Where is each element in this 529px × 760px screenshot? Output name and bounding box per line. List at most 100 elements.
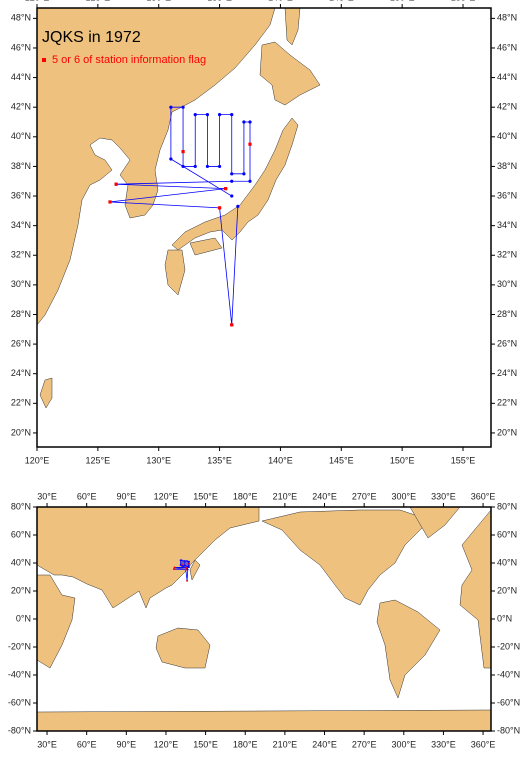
x-tick-label: 155°E	[451, 455, 476, 465]
x-tick-label: 360°E	[471, 739, 496, 749]
station	[230, 113, 234, 117]
y-tick-label: 0°N	[497, 613, 512, 623]
station	[205, 164, 210, 169]
x-tick-label: 120°E	[25, 455, 50, 465]
x-tick-label: 180°E	[233, 739, 258, 749]
flagged-station	[186, 579, 188, 582]
flagged-station	[173, 566, 176, 569]
regional-land	[37, 8, 321, 409]
x-tick-label: 240°E	[312, 739, 337, 749]
station	[182, 565, 184, 567]
y-tick-label: 34°N	[11, 220, 31, 230]
map-frame	[36, 7, 492, 448]
station	[179, 564, 182, 566]
y-tick-label: 0°N	[16, 613, 31, 623]
y-tick-label: 22°N	[11, 398, 31, 408]
x-tick-label: 210°E	[273, 491, 298, 501]
x-tick-label: 130°E	[146, 455, 171, 465]
flagged-station	[217, 206, 222, 210]
x-tick-label: 180°E	[233, 491, 258, 501]
station	[181, 559, 183, 561]
y-tick-label: 46°N	[497, 42, 517, 52]
y-tick-label: 32°N	[497, 250, 517, 260]
x-tick-label: 240°E	[312, 491, 337, 501]
y-tick-label: 44°N	[497, 72, 517, 82]
flagged-station	[108, 200, 112, 204]
station	[217, 164, 222, 169]
y-tick-label: 40°N	[11, 557, 31, 567]
legend-swatch	[42, 58, 46, 62]
station	[230, 194, 234, 198]
x-tick-label: 300°E	[391, 491, 416, 501]
x-tick-label: 135°E	[207, 455, 232, 465]
x-tick-label: 150°E	[390, 455, 415, 465]
y-tick-label: 26°N	[11, 338, 31, 348]
station	[183, 560, 186, 562]
y-tick-label: 32°N	[11, 250, 31, 260]
y-tick-label: 38°N	[497, 161, 517, 171]
station	[169, 105, 173, 109]
world-land	[37, 507, 491, 731]
y-tick-label: -60°N	[497, 697, 520, 707]
station	[242, 172, 246, 176]
x-tick-label: 270°E	[352, 739, 377, 749]
station	[181, 105, 185, 109]
x-tick-label: 60°E	[77, 739, 97, 749]
y-tick-label: -80°N	[8, 725, 31, 735]
x-tick-label: 120°E	[154, 491, 179, 501]
cruise-track	[109, 106, 251, 325]
station	[230, 172, 234, 176]
x-tick-label: 130°E	[146, 0, 171, 2]
x-tick-label: 125°E	[86, 455, 111, 465]
flagged-station	[224, 187, 228, 191]
y-tick-label: 30°N	[11, 279, 31, 289]
x-tick-label: 120°E	[154, 739, 179, 749]
y-tick-label: 40°N	[497, 131, 517, 141]
x-tick-label: 145°E	[329, 0, 354, 2]
flagged-station	[181, 150, 185, 154]
station	[169, 157, 173, 161]
y-tick-label: 20°N	[11, 585, 31, 595]
x-tick-label: 135°E	[207, 0, 232, 2]
x-tick-label: 150°E	[193, 491, 218, 501]
flagged-station	[185, 567, 188, 569]
y-tick-label: -40°N	[8, 669, 31, 679]
x-tick-label: 360°E	[471, 491, 496, 501]
y-tick-label: 36°N	[11, 190, 31, 200]
x-tick-label: 30°E	[37, 491, 57, 501]
x-tick-label: 60°E	[77, 491, 97, 501]
x-tick-label: 330°E	[431, 739, 456, 749]
flagged-station	[181, 563, 183, 566]
x-tick-label: 270°E	[352, 491, 377, 501]
station	[186, 568, 189, 571]
station	[182, 560, 184, 562]
x-tick-label: 140°E	[268, 455, 293, 465]
x-tick-label: 90°E	[117, 491, 137, 501]
station	[193, 113, 197, 117]
station	[230, 179, 234, 183]
station-layer	[173, 559, 190, 582]
y-tick-label: 42°N	[497, 102, 517, 112]
y-tick-label: 46°N	[11, 42, 31, 52]
flagged-station	[230, 323, 234, 327]
station	[242, 120, 246, 124]
station	[205, 113, 210, 117]
y-tick-label: 24°N	[497, 368, 517, 378]
flagged-station	[184, 568, 187, 571]
station	[184, 560, 187, 562]
y-tick-label: 42°N	[11, 102, 31, 112]
legend-label: 5 or 6 of station information flag	[52, 54, 206, 66]
station	[193, 164, 197, 169]
y-tick-label: 40°N	[11, 131, 31, 141]
x-tick-label: 300°E	[391, 739, 416, 749]
station-layer	[108, 105, 252, 327]
station	[179, 559, 182, 561]
x-tick-label: 145°E	[329, 455, 354, 465]
x-tick-label: 210°E	[273, 739, 298, 749]
y-tick-label: 48°N	[497, 13, 517, 23]
x-tick-label: 330°E	[431, 491, 456, 501]
y-tick-label: -20°N	[8, 641, 31, 651]
y-tick-label: 20°N	[497, 427, 517, 437]
y-tick-label: -40°N	[497, 669, 520, 679]
